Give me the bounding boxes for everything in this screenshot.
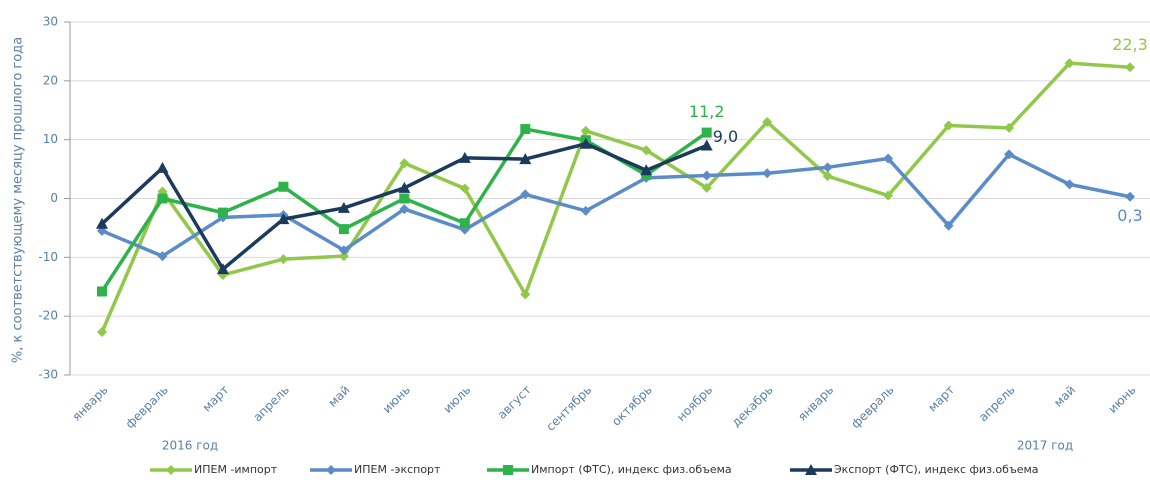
marker — [520, 189, 531, 200]
marker — [278, 254, 289, 265]
x-tick-label: апрель — [250, 383, 292, 425]
x-tick-label: январь — [69, 383, 110, 424]
x-tick-label: февраль — [848, 383, 896, 431]
x-tick-label: март — [925, 383, 957, 415]
marker — [641, 145, 652, 156]
x-tick-label: май — [325, 383, 352, 410]
x-tick-label: август — [495, 383, 534, 422]
series-line — [101, 152, 1131, 258]
marker — [97, 286, 107, 297]
year-label: 2016 год — [162, 439, 218, 453]
x-tick-label: июнь — [380, 383, 413, 416]
y-axis-label: %, к соответствующему месяцу прошлого го… — [11, 37, 26, 363]
marker — [519, 153, 532, 165]
marker — [399, 158, 410, 169]
x-tick-label: декабрь — [729, 383, 776, 430]
legend-marker — [166, 465, 176, 475]
x-tick-label: октябрь — [609, 383, 655, 429]
marker — [1004, 149, 1015, 160]
marker — [943, 120, 954, 131]
y-tick-label: -10 — [38, 250, 58, 264]
x-tick-label: январь — [795, 383, 836, 424]
marker — [762, 168, 773, 179]
marker — [97, 327, 107, 338]
data-label: 11,2 — [689, 102, 725, 121]
x-tick-label: июнь — [1105, 383, 1138, 416]
marker — [1125, 62, 1135, 73]
marker — [640, 164, 653, 176]
marker — [399, 204, 410, 215]
marker — [883, 190, 894, 201]
marker — [216, 263, 229, 275]
legend-label: ИПЕМ -экспорт — [354, 463, 441, 476]
marker — [217, 207, 228, 218]
year-label: 2017 год — [1017, 439, 1073, 453]
legend-marker — [503, 465, 513, 475]
marker — [700, 139, 713, 151]
y-tick-label: 30 — [43, 15, 58, 29]
marker — [399, 193, 410, 204]
marker — [338, 224, 349, 235]
marker — [338, 251, 349, 262]
x-tick-label: сентябрь — [543, 383, 594, 434]
marker — [822, 171, 833, 182]
x-tick-label: апрель — [976, 383, 1018, 425]
marker — [459, 183, 470, 194]
data-label: 22,3 — [1112, 35, 1148, 54]
y-tick-label: -30 — [38, 368, 58, 382]
legend-marker — [326, 465, 336, 475]
y-tick-label: 10 — [43, 132, 58, 146]
marker — [338, 245, 349, 256]
marker — [337, 201, 350, 213]
series-line — [100, 61, 1131, 333]
marker — [157, 251, 168, 262]
marker — [701, 127, 712, 138]
y-tick-label: 20 — [43, 73, 58, 87]
legend-label: Экспорт (ФТС), индекс физ.объема — [834, 463, 1039, 476]
marker — [580, 125, 591, 136]
marker — [883, 153, 894, 164]
marker — [1004, 122, 1015, 133]
marker — [1125, 191, 1135, 202]
x-tick-label: ноябрь — [674, 383, 715, 424]
y-tick-label: -20 — [38, 309, 58, 323]
legend-label: ИПЕМ -импорт — [194, 463, 278, 476]
marker — [520, 124, 531, 135]
data-label: 9,0 — [713, 127, 738, 146]
marker — [943, 220, 954, 231]
marker — [1064, 179, 1075, 190]
marker — [96, 217, 108, 229]
x-tick-label: февраль — [123, 383, 171, 431]
marker — [822, 162, 833, 173]
marker — [701, 182, 712, 193]
x-tick-label: май — [1051, 383, 1078, 410]
x-tick-label: июль — [440, 383, 473, 416]
marker — [458, 151, 471, 163]
marker — [762, 117, 773, 128]
data-label: 0,3 — [1117, 206, 1142, 225]
marker — [157, 193, 168, 204]
marker — [1064, 58, 1075, 69]
marker — [579, 137, 592, 149]
marker — [277, 213, 290, 225]
marker — [520, 289, 531, 300]
y-tick-label: 0 — [50, 191, 58, 205]
marker — [701, 170, 712, 181]
marker — [156, 161, 169, 173]
legend-marker — [805, 464, 817, 475]
marker — [459, 218, 470, 229]
marker — [278, 181, 289, 192]
marker — [580, 205, 591, 216]
x-tick-label: март — [200, 383, 232, 415]
legend-label: Импорт (ФТС), индекс физ.объема — [531, 463, 732, 476]
marker — [398, 181, 411, 193]
